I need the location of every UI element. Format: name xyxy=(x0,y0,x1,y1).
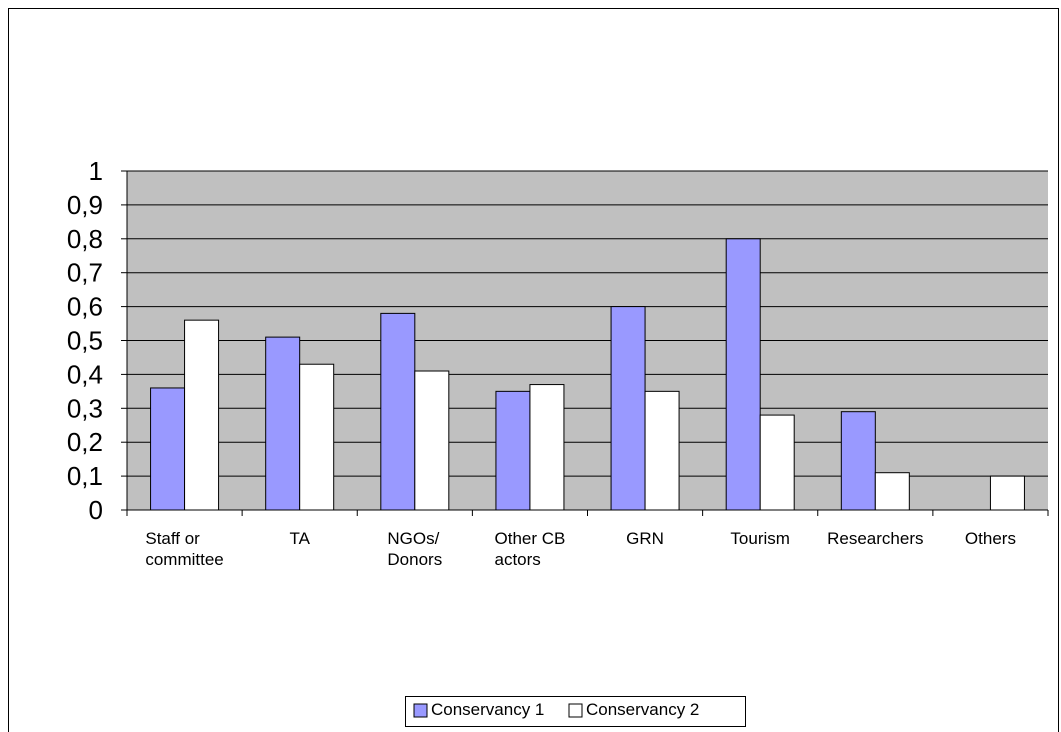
x-tick-label: TA xyxy=(289,529,310,548)
bar xyxy=(725,238,761,511)
bar xyxy=(299,363,335,511)
bar xyxy=(989,475,1025,511)
bar xyxy=(184,319,220,511)
bar xyxy=(265,336,301,511)
x-tick-label: NGOs/ Donors xyxy=(387,529,443,569)
bar xyxy=(150,387,186,511)
x-tick-label: Others xyxy=(964,529,1016,548)
bar xyxy=(840,411,876,511)
bar xyxy=(874,472,910,511)
y-tick-label: 0,6 xyxy=(67,292,103,322)
y-tick-label: 0,9 xyxy=(67,190,103,220)
x-tick-label: Staff or committee xyxy=(145,529,224,569)
x-tick-label: Researchers xyxy=(827,529,924,548)
y-tick-label: 0,5 xyxy=(67,326,103,356)
x-tick-label: GRN xyxy=(626,529,664,548)
y-tick-label: 1 xyxy=(89,156,103,186)
x-tick-label: Tourism xyxy=(730,529,790,548)
legend-box xyxy=(405,696,746,727)
y-tick-label: 0,4 xyxy=(67,359,103,389)
bar xyxy=(529,384,565,511)
bar xyxy=(759,414,795,511)
y-tick-label: 0,8 xyxy=(67,224,103,254)
chart-border xyxy=(8,8,1059,732)
x-tick-label: Other CB actors xyxy=(494,529,566,569)
bar xyxy=(380,312,416,511)
y-tick-label: 0,1 xyxy=(67,461,103,491)
legend-label: Conservancy 1 xyxy=(431,700,545,719)
bar xyxy=(495,390,531,511)
y-tick-label: 0,2 xyxy=(67,427,103,457)
legend-swatch xyxy=(413,703,428,718)
bar xyxy=(644,390,680,511)
y-tick-label: 0,7 xyxy=(67,258,103,288)
y-tick-label: 0,3 xyxy=(67,393,103,423)
legend-swatch xyxy=(568,703,583,718)
bar xyxy=(414,370,450,511)
bar xyxy=(610,306,646,511)
legend-label: Conservancy 2 xyxy=(586,700,700,719)
y-tick-label: 0 xyxy=(89,495,103,525)
